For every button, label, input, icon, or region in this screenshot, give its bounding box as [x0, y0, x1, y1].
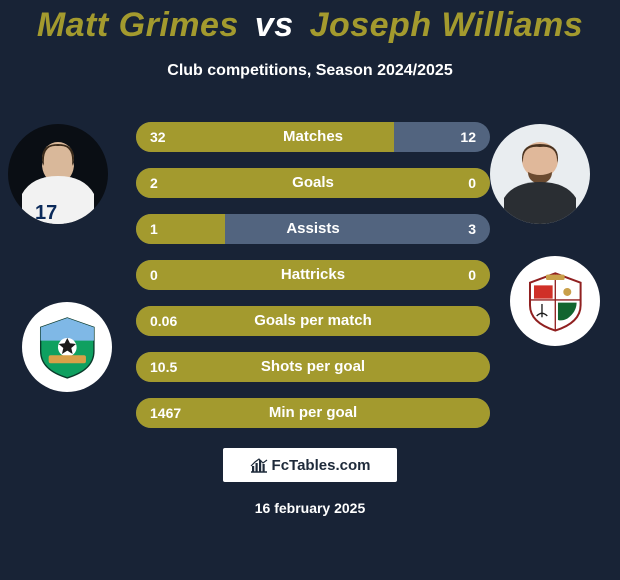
player2-crest-icon	[522, 268, 589, 335]
canvas: Matt Grimes vs Joseph Williams Club comp…	[0, 0, 620, 580]
title-player1: Matt Grimes	[37, 6, 239, 44]
player2-photo-icon	[490, 124, 590, 224]
player2-photo	[490, 124, 590, 224]
player1-crest-icon	[34, 314, 101, 381]
title-vs: vs	[249, 6, 300, 44]
player1-photo: 17	[8, 124, 108, 224]
player2-crest	[510, 256, 600, 346]
stat-bar: 1467Min per goal	[136, 398, 490, 428]
title-player2: Joseph Williams	[310, 6, 584, 44]
stat-bars: 3212Matches 20Goals 13Assists 00Hattricks 0.…	[136, 122, 490, 444]
logo: FcTables.com	[223, 448, 397, 482]
stat-label: Goals per match	[136, 306, 490, 336]
stat-bar: 3212Matches	[136, 122, 490, 152]
stat-bar: 20Goals	[136, 168, 490, 198]
subtitle: Club competitions, Season 2024/2025	[0, 62, 620, 80]
stat-bar: 10.5Shots per goal	[136, 352, 490, 382]
date: 16 february 2025	[0, 500, 620, 516]
stat-label: Matches	[136, 122, 490, 152]
stat-bar: 13Assists	[136, 214, 490, 244]
stat-bar: 0.06Goals per match	[136, 306, 490, 336]
player1-photo-icon: 17	[8, 124, 108, 224]
stat-label: Hattricks	[136, 260, 490, 290]
stat-bar: 00Hattricks	[136, 260, 490, 290]
logo-chart-icon	[250, 457, 268, 473]
svg-text:17: 17	[35, 202, 57, 224]
player1-crest	[22, 302, 112, 392]
title: Matt Grimes vs Joseph Williams	[0, 6, 620, 45]
stat-label: Goals	[136, 168, 490, 198]
stat-label: Shots per goal	[136, 352, 490, 382]
logo-text: FcTables.com	[272, 457, 371, 474]
stat-label: Min per goal	[136, 398, 490, 428]
stat-label: Assists	[136, 214, 490, 244]
